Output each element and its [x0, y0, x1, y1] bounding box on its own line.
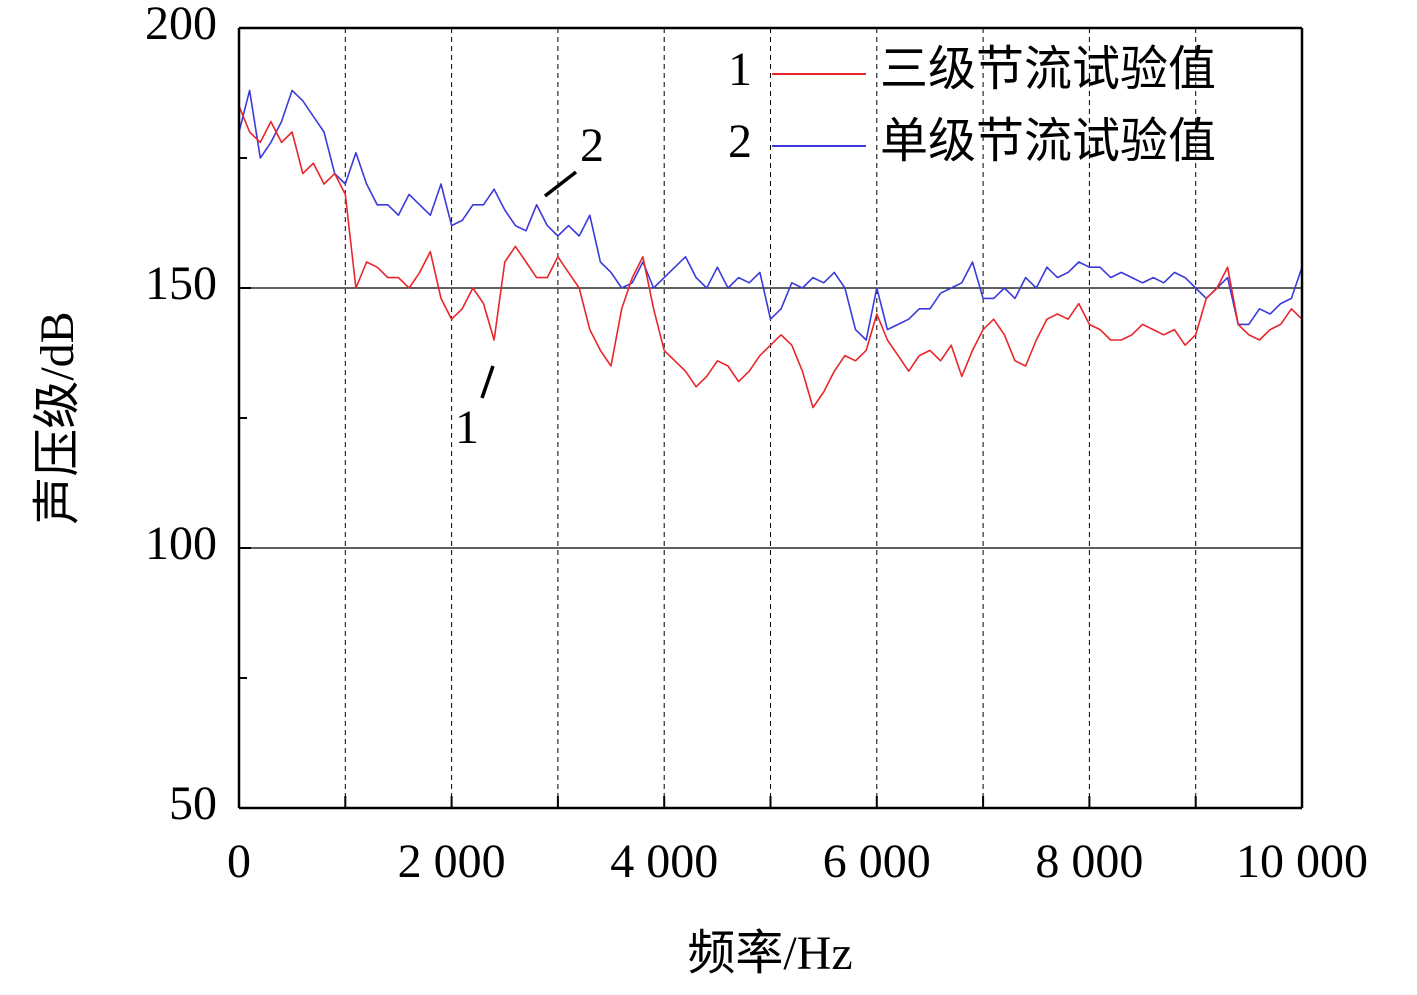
x-tick-label: 0 — [227, 835, 251, 888]
x-tick-label: 6 000 — [823, 835, 931, 888]
legend-text: 三级节流试验值 — [880, 43, 1216, 96]
x-axis-label: 频率/Hz — [687, 927, 852, 980]
annotation: 1 — [455, 401, 479, 454]
x-tick-label: 4 000 — [610, 835, 718, 888]
annotation: 2 — [580, 119, 604, 172]
legend-text: 单级节流试验值 — [880, 115, 1216, 168]
y-tick-label: 150 — [145, 257, 217, 310]
y-tick-label: 50 — [169, 777, 217, 830]
y-tick-label: 100 — [145, 517, 217, 570]
annotation-leader — [543, 170, 578, 198]
annotation-leader — [480, 365, 495, 399]
y-axis-label: 声压级/dB — [31, 311, 84, 524]
series-line — [238, 105, 1303, 409]
legend-label: 2 — [728, 115, 752, 168]
x-tick-label: 10 000 — [1236, 835, 1368, 888]
x-tick-label: 2 000 — [398, 835, 506, 888]
legend-label: 1 — [728, 43, 752, 96]
y-tick-label: 200 — [145, 0, 217, 50]
series-line — [238, 89, 1303, 341]
x-tick-label: 8 000 — [1035, 835, 1143, 888]
